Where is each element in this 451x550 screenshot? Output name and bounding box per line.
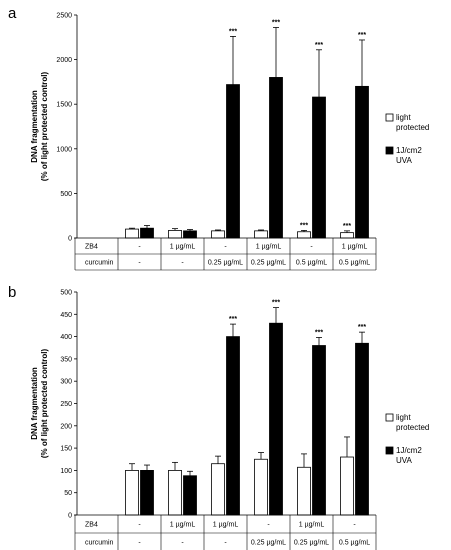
bar-light-protected xyxy=(254,230,268,239)
table-cell: 0.25 µg/mL xyxy=(251,540,286,547)
bar-uva xyxy=(183,230,197,239)
bar-light-protected xyxy=(125,228,139,239)
significance-stars: *** xyxy=(300,222,308,229)
significance-stars: *** xyxy=(272,300,280,307)
table-row-label: curcumin xyxy=(85,260,114,267)
bar-light-protected xyxy=(211,230,225,239)
table-cell: - xyxy=(138,540,141,547)
table-cell: - xyxy=(353,522,356,529)
y-tick-label: 50 xyxy=(64,490,72,497)
panel-letter-b: b xyxy=(8,284,16,301)
table-cell: 1 µg/mL xyxy=(170,244,196,251)
y-tick-label: 350 xyxy=(60,356,72,363)
table-cell: - xyxy=(138,522,141,529)
bar-light-protected xyxy=(297,231,311,239)
table-cell: 0.5 µg/mL xyxy=(339,540,370,547)
legend-label-uva-line2: UVA xyxy=(396,456,413,465)
table-cell: 1 µg/mL xyxy=(342,244,368,251)
y-axis-label-line1: DNA fragmentation xyxy=(30,90,39,163)
table-cell: 0.5 µg/mL xyxy=(339,260,370,267)
legend-swatch-light-protected xyxy=(385,113,394,122)
bar-uva xyxy=(140,227,154,239)
y-tick-label: 500 xyxy=(60,191,72,198)
bar-light-protected xyxy=(340,232,354,239)
y-tick-label: 0 xyxy=(68,236,72,243)
legend-label-light-protected-line2: protected xyxy=(396,423,429,432)
bar-light-protected xyxy=(168,230,182,239)
table-row-label: ZB4 xyxy=(85,244,98,251)
table-cell: - xyxy=(181,260,184,267)
bar-uva xyxy=(269,322,283,516)
y-tick-label: 0 xyxy=(68,513,72,520)
legend-label-uva-line1: 1J/cm2 xyxy=(396,146,422,155)
bar-uva xyxy=(269,77,283,239)
bar-uva xyxy=(140,469,154,516)
legend-swatch-uva xyxy=(385,146,394,155)
legend-swatch-light-protected xyxy=(385,413,394,422)
table-cell: 0.5 µg/mL xyxy=(296,260,327,267)
bar-uva xyxy=(355,85,369,239)
bar-uva xyxy=(312,96,326,239)
y-tick-label: 1500 xyxy=(56,102,72,109)
bar-light-protected xyxy=(297,466,311,516)
significance-stars: *** xyxy=(343,223,351,230)
bar-uva xyxy=(312,345,326,516)
table-cell: - xyxy=(138,244,141,251)
legend-label-light-protected-line2: protected xyxy=(396,123,429,132)
bar-light-protected xyxy=(211,463,225,516)
y-tick-label: 2000 xyxy=(56,57,72,64)
significance-stars: *** xyxy=(315,42,323,49)
table-cell: 1 µg/mL xyxy=(213,522,239,529)
table-cell: - xyxy=(181,540,184,547)
y-axis-label-line2: (% of light protected control) xyxy=(40,72,49,182)
panel-letter-a: a xyxy=(8,5,17,22)
bar-light-protected xyxy=(254,458,268,516)
y-tick-label: 200 xyxy=(60,423,72,430)
legend-label-uva-line2: UVA xyxy=(396,156,413,165)
legend-label-light-protected-line1: light xyxy=(396,113,411,122)
table-cell: 1 µg/mL xyxy=(170,522,196,529)
bar-uva xyxy=(355,342,369,516)
table-cell: 0.25 µg/mL xyxy=(294,540,329,547)
significance-stars: *** xyxy=(358,32,366,39)
bar-light-protected xyxy=(168,469,182,516)
table-cell: 0.25 µg/mL xyxy=(208,260,243,267)
table-cell: 1 µg/mL xyxy=(256,244,282,251)
significance-stars: *** xyxy=(272,19,280,26)
table-cell: - xyxy=(310,244,313,251)
table-row-label: curcumin xyxy=(85,540,114,547)
bar-uva xyxy=(226,84,240,239)
bar-light-protected xyxy=(125,469,139,516)
table-cell: - xyxy=(224,540,227,547)
y-axis-label-line2: (% of light protected control) xyxy=(40,349,49,459)
bar-uva xyxy=(226,336,240,516)
table-cell: 0.25 µg/mL xyxy=(251,260,286,267)
y-tick-label: 1000 xyxy=(56,146,72,153)
significance-stars: *** xyxy=(315,329,323,336)
y-axis-label-line1: DNA fragmentation xyxy=(30,367,39,440)
table-cell: 1 µg/mL xyxy=(299,522,325,529)
y-tick-label: 500 xyxy=(60,290,72,297)
significance-stars: *** xyxy=(358,324,366,331)
bar-light-protected xyxy=(340,456,354,516)
table-cell: - xyxy=(224,244,227,251)
table-row-label: ZB4 xyxy=(85,522,98,529)
significance-stars: *** xyxy=(229,28,237,35)
y-tick-label: 250 xyxy=(60,401,72,408)
y-tick-label: 100 xyxy=(60,468,72,475)
y-tick-label: 300 xyxy=(60,379,72,386)
table-cell: - xyxy=(138,260,141,267)
y-tick-label: 450 xyxy=(60,312,72,319)
table-cell: - xyxy=(267,522,270,529)
legend-label-uva-line1: 1J/cm2 xyxy=(396,446,422,455)
y-tick-label: 150 xyxy=(60,446,72,453)
significance-stars: *** xyxy=(229,316,237,323)
bar-uva xyxy=(183,475,197,516)
legend-swatch-uva xyxy=(385,446,394,455)
y-tick-label: 2500 xyxy=(56,13,72,20)
legend-label-light-protected-line1: light xyxy=(396,413,411,422)
y-tick-label: 400 xyxy=(60,334,72,341)
